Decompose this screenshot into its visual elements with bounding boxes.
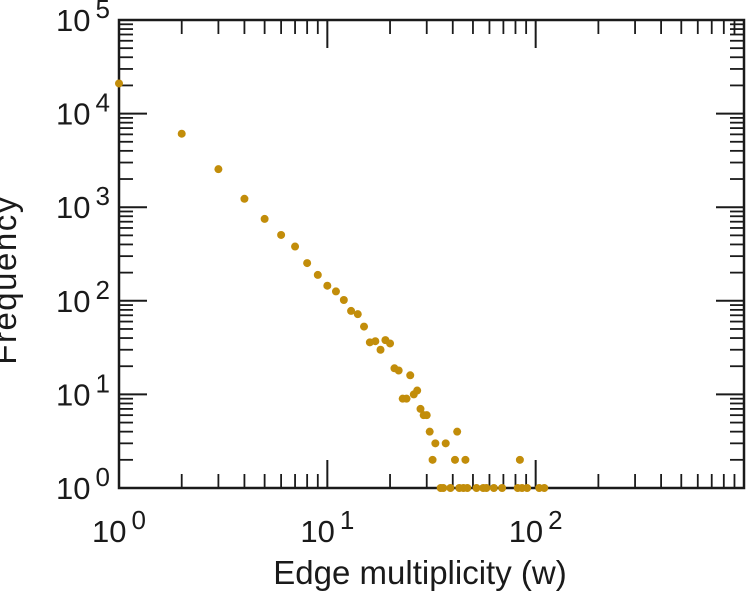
y-tick-label: 10 0 (56, 462, 110, 506)
data-point (177, 129, 186, 138)
data-point (277, 230, 286, 239)
data-point (498, 484, 507, 492)
data-point (441, 439, 450, 448)
x-axis-title: Edge multiplicity (w) (273, 554, 566, 591)
data-point (347, 306, 356, 315)
data-point (386, 339, 395, 348)
y-tick-label: 10 4 (56, 88, 110, 132)
data-point (303, 259, 312, 268)
data-point (339, 295, 348, 304)
data-point (439, 484, 448, 492)
data-point (422, 411, 431, 420)
data-point (416, 404, 425, 413)
data-point (115, 79, 123, 88)
data-point (323, 281, 332, 290)
data-point (394, 366, 403, 375)
data-points (115, 79, 549, 492)
x-tick-label: 10 0 (92, 505, 146, 549)
data-point (240, 194, 249, 203)
data-point (376, 345, 385, 354)
plot-frame (117, 18, 746, 490)
data-point (425, 427, 434, 436)
data-point (463, 484, 472, 492)
data-point (446, 484, 455, 492)
data-point (360, 322, 369, 331)
data-point (291, 242, 300, 251)
y-axis-title: Frequency (0, 195, 23, 364)
data-point (353, 310, 362, 319)
data-point (472, 484, 481, 492)
data-point (515, 455, 524, 464)
data-point (214, 165, 223, 174)
data-point (371, 337, 380, 346)
data-point (482, 484, 491, 492)
data-point (489, 484, 498, 492)
data-point (402, 394, 411, 403)
data-point (331, 287, 340, 296)
data-point (260, 214, 269, 223)
data-point (453, 427, 462, 436)
x-tick-label: 10 2 (509, 505, 563, 549)
y-tick-label: 10 5 (56, 0, 110, 38)
data-point (461, 455, 470, 464)
data-point (540, 484, 549, 492)
data-point (313, 270, 322, 279)
data-point (406, 371, 415, 380)
axes (117, 18, 746, 490)
data-point (450, 455, 459, 464)
data-point (428, 455, 437, 464)
tick-labels: 10 0 10 1 10 2 10 0 10 1 10 2 10 3 10 4 10 5 (56, 0, 563, 549)
y-tick-label: 10 1 (56, 368, 110, 412)
data-point (413, 386, 422, 395)
y-tick-label: 10 3 (56, 181, 110, 225)
y-tick-label: 10 2 (56, 275, 110, 319)
x-tick-label: 10 1 (300, 505, 354, 549)
data-point (431, 439, 440, 448)
data-point (523, 484, 532, 492)
